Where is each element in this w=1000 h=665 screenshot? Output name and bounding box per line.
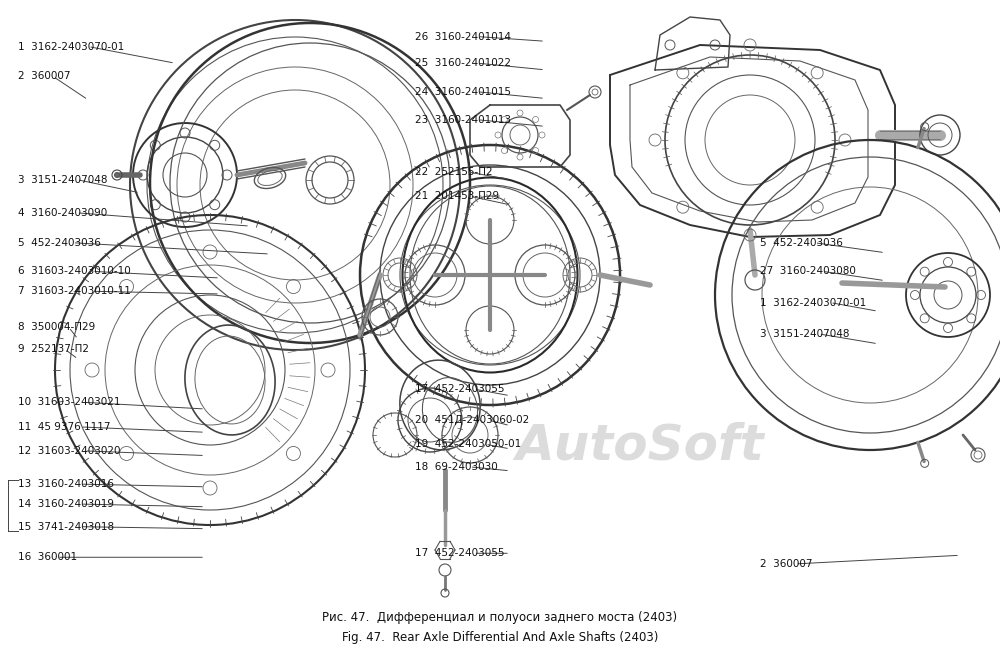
Text: 5  452-2403036: 5 452-2403036: [18, 237, 101, 248]
Text: 25  3160-2401022: 25 3160-2401022: [415, 58, 511, 68]
Text: 13  3160-2403016: 13 3160-2403016: [18, 479, 114, 489]
Text: 22  252155-П2: 22 252155-П2: [415, 166, 493, 177]
Text: 11  45 9376 1117: 11 45 9376 1117: [18, 422, 110, 432]
Text: 2  360007: 2 360007: [760, 559, 812, 569]
Text: 23  3160-2401013: 23 3160-2401013: [415, 114, 511, 125]
Text: 17  452-2403055: 17 452-2403055: [415, 384, 505, 394]
Text: 26  3160-2401014: 26 3160-2401014: [415, 31, 511, 42]
Text: 18  69-2403030: 18 69-2403030: [415, 462, 498, 472]
Text: 3  3151-2407048: 3 3151-2407048: [18, 174, 108, 185]
Text: 15  3741-2403018: 15 3741-2403018: [18, 521, 114, 532]
Text: 4  3160-2403090: 4 3160-2403090: [18, 207, 107, 218]
Text: 1  3162-2403070-01: 1 3162-2403070-01: [18, 41, 124, 52]
Text: 17  452-2403055: 17 452-2403055: [415, 548, 505, 559]
Text: 14  3160-2403019: 14 3160-2403019: [18, 499, 114, 509]
Text: 9  252137-П2: 9 252137-П2: [18, 344, 89, 354]
Text: 21  201453-П29: 21 201453-П29: [415, 191, 499, 201]
Text: 8  350004-П29: 8 350004-П29: [18, 322, 95, 332]
Circle shape: [114, 172, 120, 178]
Text: 27  3160-2403080: 27 3160-2403080: [760, 266, 856, 277]
Text: 19  452-2403050-01: 19 452-2403050-01: [415, 439, 521, 450]
Text: 3  3151-2407048: 3 3151-2407048: [760, 329, 850, 339]
Text: 7  31603-2403010-11: 7 31603-2403010-11: [18, 286, 131, 297]
Text: 16  360001: 16 360001: [18, 552, 77, 563]
Text: Рис. 47.  Дифференциал и полуоси заднего моста (2403): Рис. 47. Дифференциал и полуоси заднего …: [322, 610, 678, 624]
Text: 1  3162-2403070-01: 1 3162-2403070-01: [760, 297, 866, 308]
Text: 12  31603-2403020: 12 31603-2403020: [18, 446, 120, 456]
Text: 6  31603-2403010-10: 6 31603-2403010-10: [18, 266, 131, 277]
Text: 10  31603-2403021: 10 31603-2403021: [18, 397, 120, 408]
Text: Fig. 47.  Rear Axle Differential And Axle Shafts (2403): Fig. 47. Rear Axle Differential And Axle…: [342, 630, 658, 644]
Text: 2  360007: 2 360007: [18, 71, 70, 82]
Text: 5  452-2403036: 5 452-2403036: [760, 237, 843, 248]
Text: 20  451Д-2403060-02: 20 451Д-2403060-02: [415, 415, 529, 426]
Text: 24  3160-2401015: 24 3160-2401015: [415, 86, 511, 97]
Text: AutoSoft: AutoSoft: [516, 421, 764, 469]
